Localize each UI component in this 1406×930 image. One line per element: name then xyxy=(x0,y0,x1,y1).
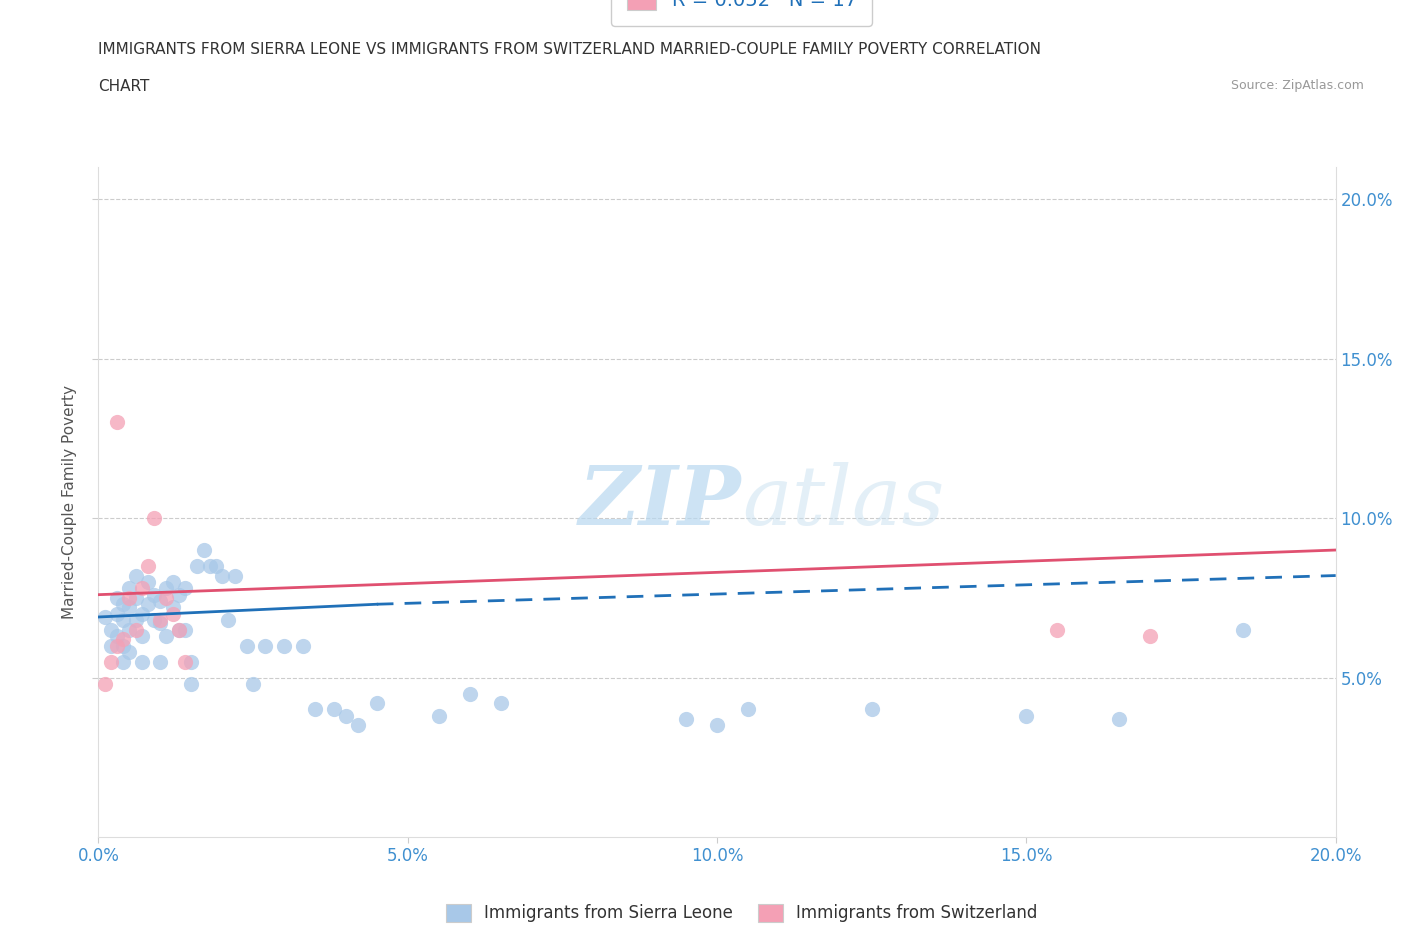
Point xyxy=(105,606,128,621)
Point xyxy=(335,709,357,724)
Point xyxy=(136,597,159,612)
Point xyxy=(236,638,259,653)
Point xyxy=(174,622,197,637)
Text: IMMIGRANTS FROM SIERRA LEONE VS IMMIGRANTS FROM SWITZERLAND MARRIED-COUPLE FAMIL: IMMIGRANTS FROM SIERRA LEONE VS IMMIGRAN… xyxy=(98,42,1042,57)
Point xyxy=(167,622,190,637)
Point xyxy=(118,644,141,659)
Point xyxy=(155,591,177,605)
Text: CHART: CHART xyxy=(98,79,150,94)
Point xyxy=(706,718,728,733)
Point xyxy=(347,718,370,733)
Point xyxy=(1046,622,1069,637)
Point xyxy=(167,587,190,602)
Point xyxy=(149,613,172,628)
Text: ZIP: ZIP xyxy=(579,462,742,542)
Point xyxy=(162,575,184,590)
Point xyxy=(149,616,172,631)
Point xyxy=(217,613,239,628)
Point xyxy=(105,638,128,653)
Point xyxy=(155,581,177,596)
Legend: Immigrants from Sierra Leone, Immigrants from Switzerland: Immigrants from Sierra Leone, Immigrants… xyxy=(439,897,1045,929)
Point xyxy=(131,629,153,644)
Point xyxy=(242,676,264,691)
Point xyxy=(860,702,883,717)
Point xyxy=(124,622,146,637)
Point xyxy=(174,654,197,669)
Point xyxy=(366,696,388,711)
Point xyxy=(224,568,246,583)
Point xyxy=(180,676,202,691)
Point xyxy=(118,581,141,596)
Point xyxy=(124,568,146,583)
Point xyxy=(1108,711,1130,726)
Point xyxy=(205,559,228,574)
Point xyxy=(1015,709,1038,724)
Point xyxy=(136,575,159,590)
Point xyxy=(489,696,512,711)
Point xyxy=(737,702,759,717)
Text: Source: ZipAtlas.com: Source: ZipAtlas.com xyxy=(1230,79,1364,92)
Point xyxy=(458,686,481,701)
Point xyxy=(180,654,202,669)
Point xyxy=(112,638,135,653)
Point xyxy=(1232,622,1254,637)
Point xyxy=(105,629,128,644)
Point xyxy=(112,613,135,628)
Point xyxy=(273,638,295,653)
Point xyxy=(112,654,135,669)
Point xyxy=(174,581,197,596)
Point xyxy=(322,702,344,717)
Point xyxy=(143,613,166,628)
Point xyxy=(105,415,128,430)
Point xyxy=(118,591,141,605)
Point xyxy=(100,654,122,669)
Point xyxy=(291,638,314,653)
Point xyxy=(93,676,115,691)
Point xyxy=(427,709,450,724)
Point xyxy=(186,559,208,574)
Point xyxy=(131,654,153,669)
Point xyxy=(162,600,184,615)
Point xyxy=(198,559,221,574)
Point xyxy=(93,609,115,624)
Point xyxy=(131,606,153,621)
Point xyxy=(124,591,146,605)
Point xyxy=(112,597,135,612)
Point xyxy=(105,591,128,605)
Point xyxy=(124,613,146,628)
Point xyxy=(675,711,697,726)
Point xyxy=(149,654,172,669)
Y-axis label: Married-Couple Family Poverty: Married-Couple Family Poverty xyxy=(62,385,77,619)
Point xyxy=(112,631,135,646)
Point xyxy=(118,600,141,615)
Point xyxy=(211,568,233,583)
Point xyxy=(304,702,326,717)
Point xyxy=(143,511,166,525)
Text: atlas: atlas xyxy=(742,462,945,542)
Point xyxy=(118,622,141,637)
Point xyxy=(254,638,277,653)
Point xyxy=(136,559,159,574)
Point xyxy=(149,593,172,608)
Point xyxy=(1139,629,1161,644)
Point xyxy=(162,606,184,621)
Point xyxy=(155,629,177,644)
Point xyxy=(167,622,190,637)
Point xyxy=(100,638,122,653)
Point xyxy=(100,622,122,637)
Point xyxy=(131,581,153,596)
Point xyxy=(143,587,166,602)
Point xyxy=(193,542,215,557)
